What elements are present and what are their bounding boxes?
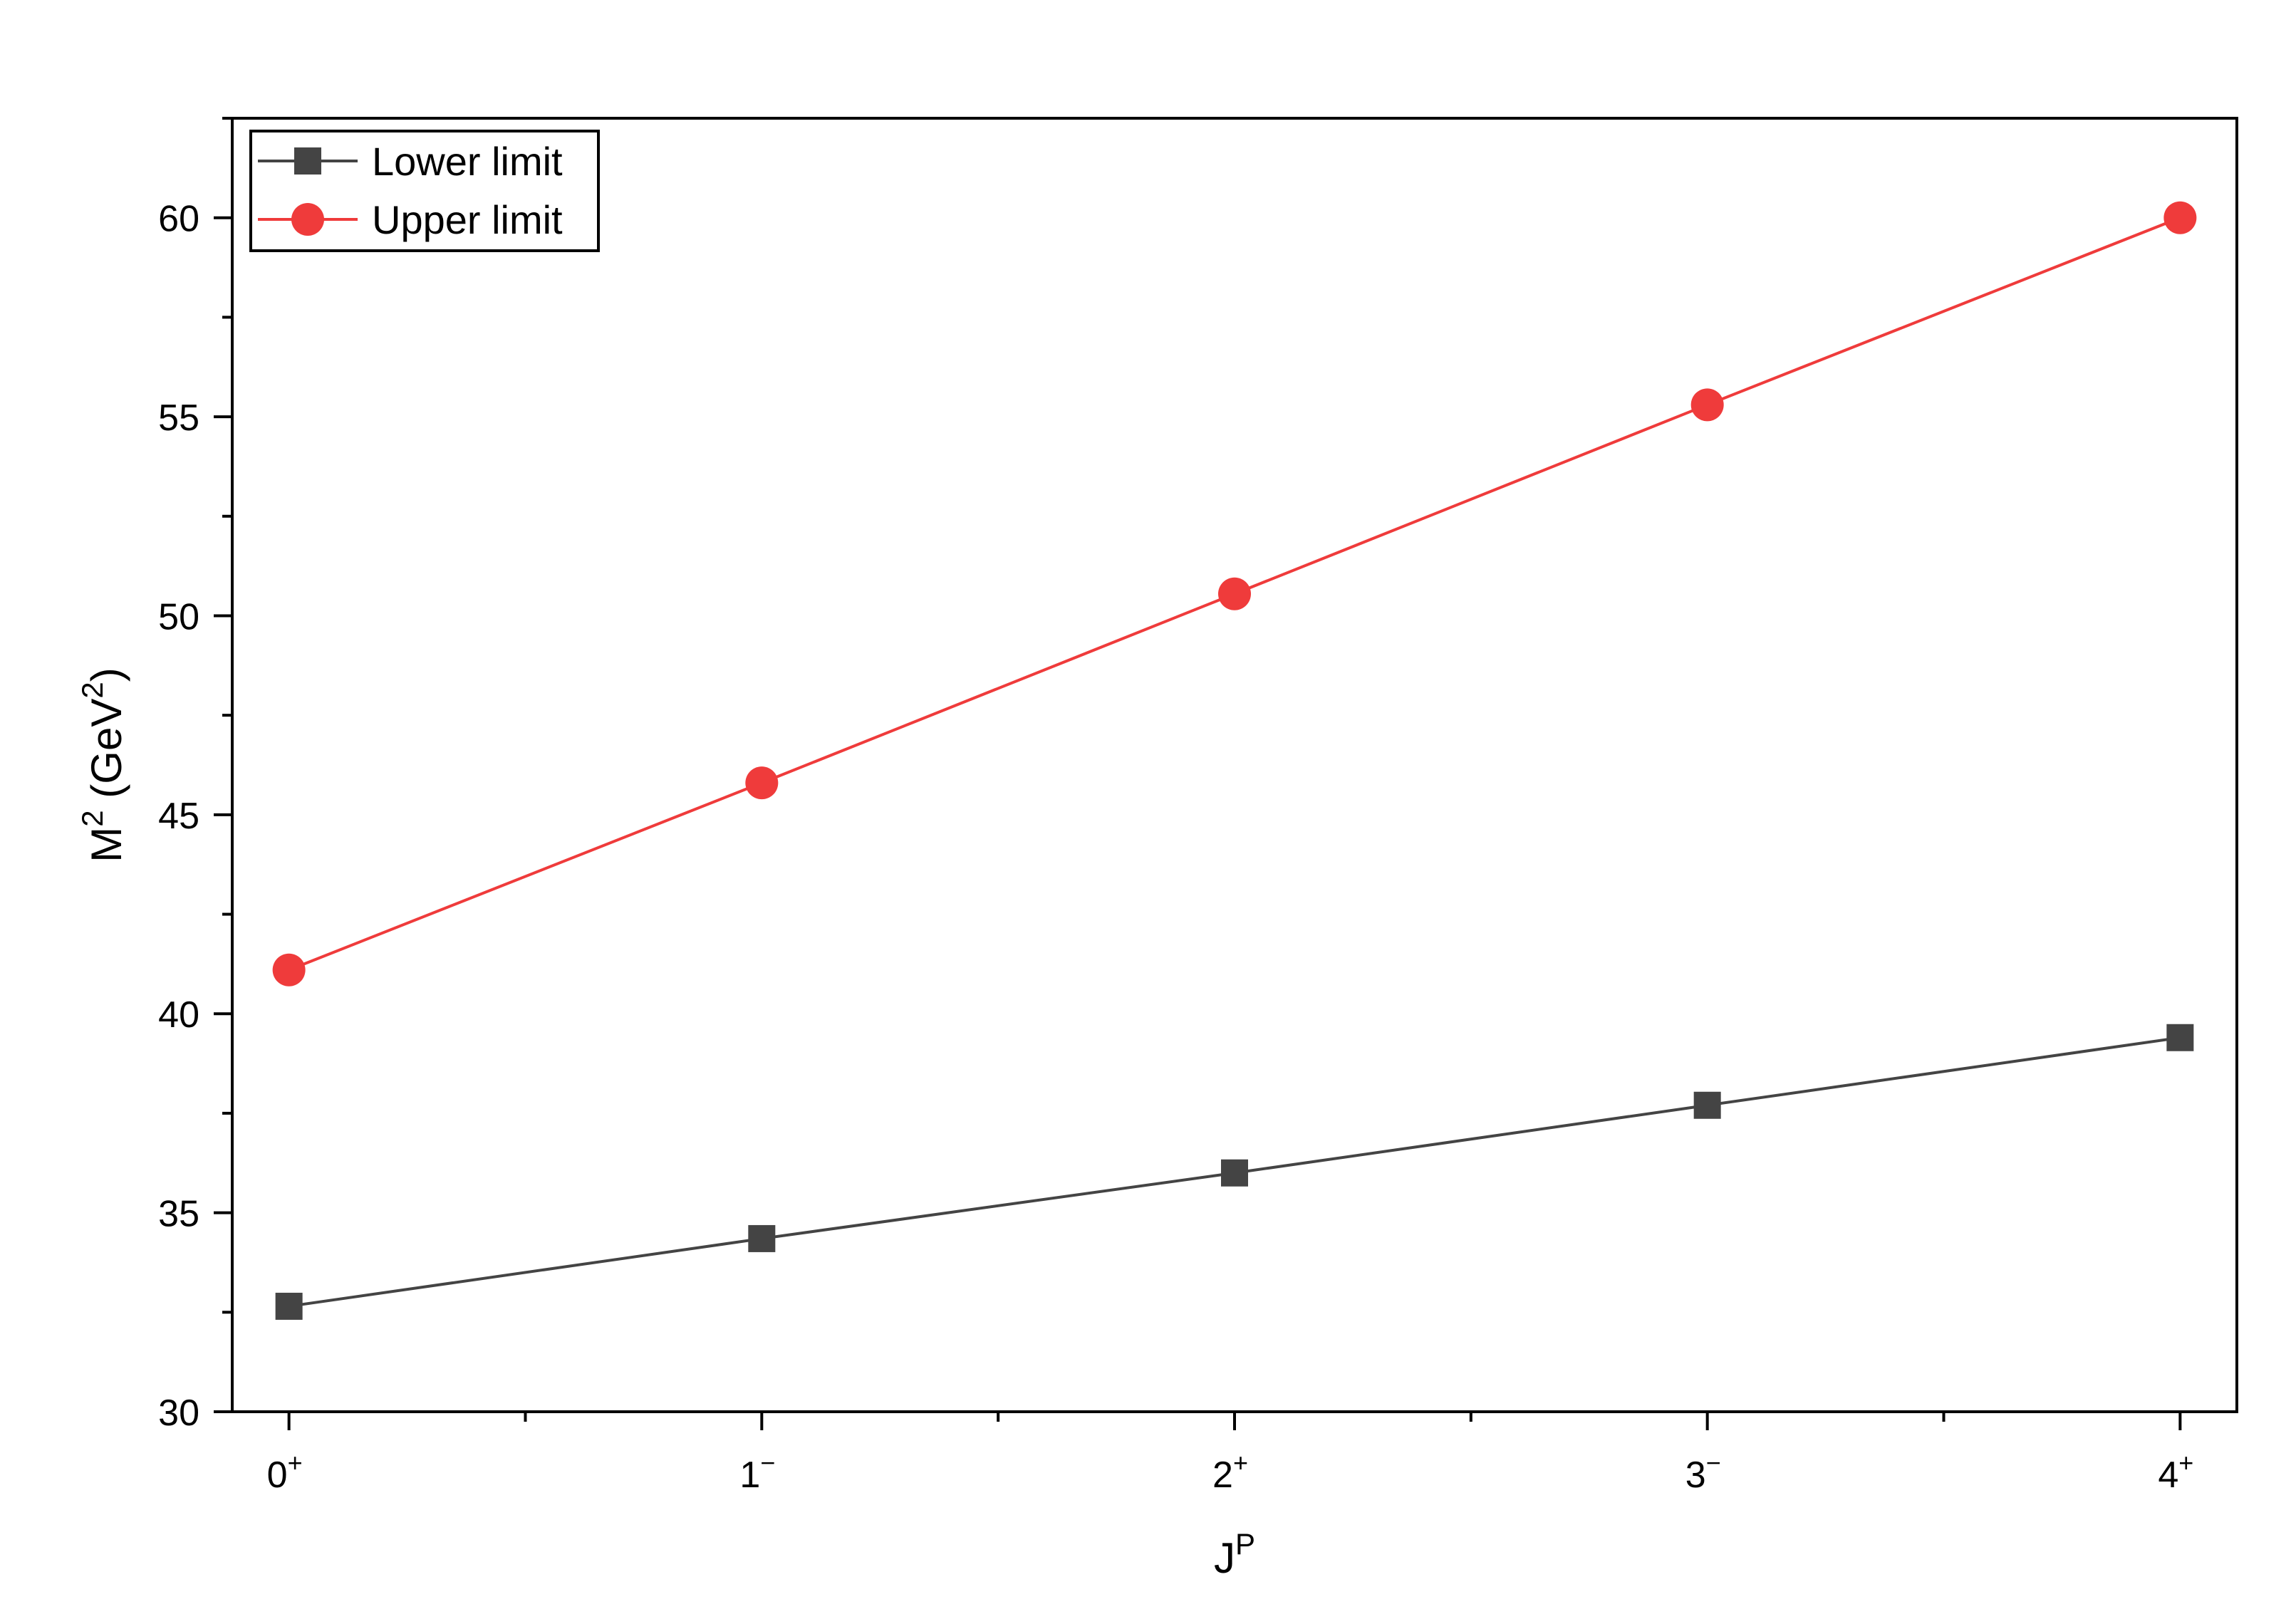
x-axis: 0+ 1− 2+ 3− 4+ xyxy=(267,1412,2193,1496)
series-layer xyxy=(272,201,2197,1320)
legend-marker-square xyxy=(294,147,321,175)
x-tick-label: 0+ xyxy=(267,1448,303,1496)
legend-marker-circle xyxy=(291,203,324,236)
y-tick-label: 30 xyxy=(158,1393,199,1434)
y-tick-label: 60 xyxy=(158,199,199,240)
upper-limit-point xyxy=(745,766,779,800)
lower-limit-point xyxy=(748,1224,776,1252)
legend: Lower limit Upper limit xyxy=(249,130,600,252)
y-tick-label: 45 xyxy=(158,796,199,837)
y-tick-label: 35 xyxy=(158,1194,199,1235)
plot-frame xyxy=(231,117,2238,1413)
legend-label-upper: Upper limit xyxy=(372,197,563,242)
y-tick-label: 40 xyxy=(158,994,199,1036)
lower-limit-point xyxy=(1221,1159,1248,1187)
lower-limit-point xyxy=(2166,1024,2194,1051)
x-tick-label: 1− xyxy=(739,1448,775,1496)
upper-limit-point xyxy=(272,953,306,987)
y-tick-label: 55 xyxy=(158,397,199,439)
y-axis-title: M2 (GeV2) xyxy=(76,667,130,862)
x-tick-label: 3− xyxy=(1685,1448,1721,1496)
x-tick-label: 2+ xyxy=(1212,1448,1248,1496)
lower-limit-point xyxy=(1693,1091,1721,1119)
x-axis-title: JP xyxy=(1214,1527,1255,1582)
lower-limit-point xyxy=(275,1292,303,1320)
upper-limit-point xyxy=(1218,577,1251,610)
legend-label-lower: Lower limit xyxy=(372,139,563,184)
upper-limit-point xyxy=(2163,201,2197,234)
y-axis: 30 35 40 45 50 55 60 xyxy=(158,117,232,1434)
upper-limit-point xyxy=(1690,388,1724,422)
x-tick-label: 4+ xyxy=(2158,1448,2193,1496)
y-tick-label: 50 xyxy=(158,596,199,637)
